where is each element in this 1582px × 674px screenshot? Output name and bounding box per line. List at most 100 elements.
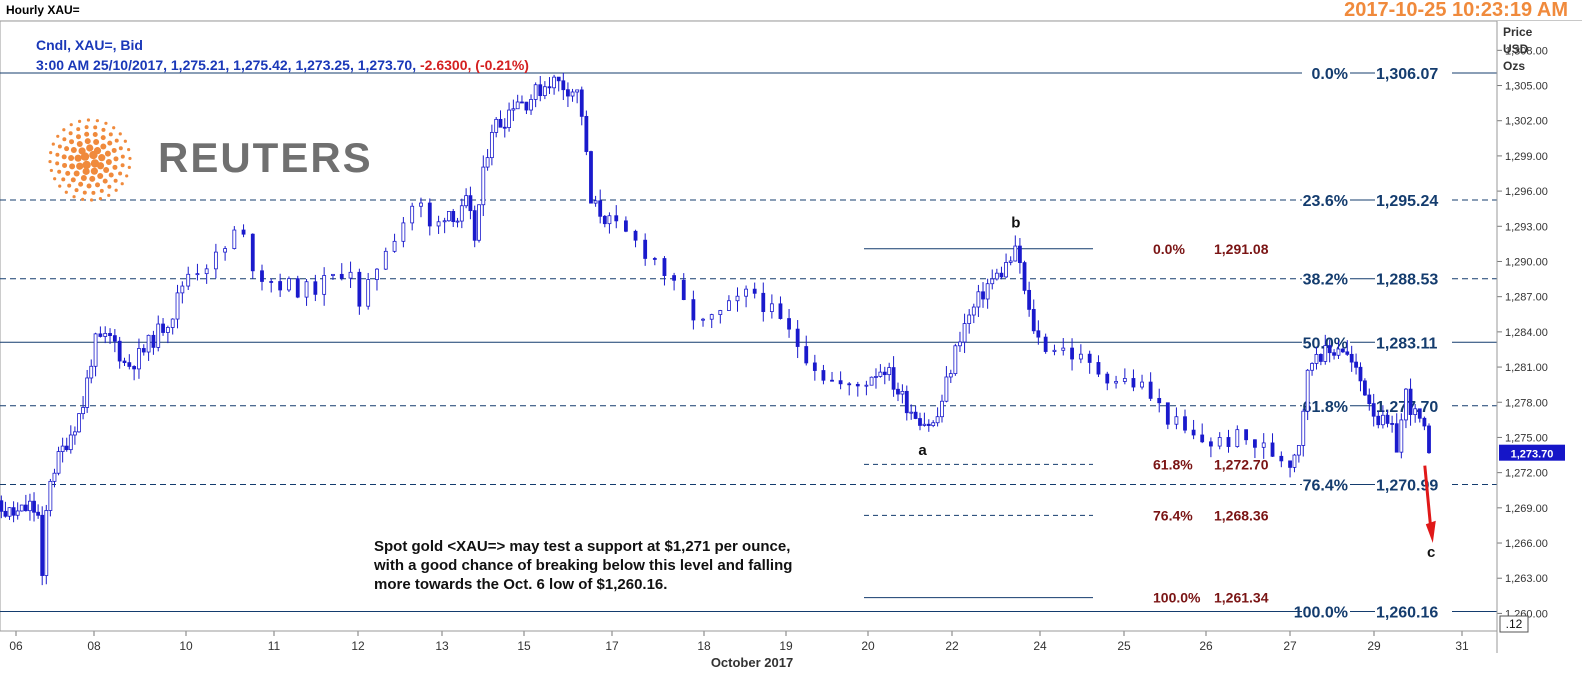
- x-tick-label: 25: [1117, 639, 1131, 653]
- candle: [1209, 441, 1213, 447]
- candle: [953, 345, 958, 375]
- logo-dot: [86, 118, 91, 122]
- fib-secondary-price: 1,291.08: [1214, 241, 1269, 257]
- candle: [681, 279, 686, 301]
- candle: [1413, 408, 1418, 415]
- candle: [1031, 308, 1036, 332]
- candle: [477, 204, 481, 241]
- candle: [971, 306, 976, 316]
- candle: [48, 480, 53, 511]
- candle: [718, 310, 723, 315]
- candle: [141, 348, 146, 353]
- candle: [366, 279, 371, 307]
- candle: [260, 270, 264, 282]
- timestamp: 2017-10-25 10:23:19 AM: [1344, 0, 1568, 21]
- y-tick-label: 1,302.00: [1505, 116, 1548, 128]
- candle: [1013, 245, 1018, 262]
- candle: [1226, 437, 1231, 447]
- candle: [98, 333, 103, 337]
- candle: [269, 281, 274, 283]
- candle: [1261, 442, 1266, 448]
- candle: [855, 383, 860, 387]
- candle: [1292, 454, 1297, 468]
- candle: [727, 300, 731, 311]
- candle: [132, 366, 137, 370]
- logo-dot: [77, 119, 82, 123]
- candle: [778, 303, 783, 319]
- candle: [304, 281, 309, 298]
- candle: [295, 278, 300, 298]
- candle: [1105, 373, 1110, 384]
- logo-dot: [96, 162, 105, 170]
- annotation-line: with a good chance of breaking below thi…: [374, 557, 793, 574]
- wave-label: b: [1011, 215, 1020, 232]
- logo-dot: [68, 155, 75, 162]
- wave-labels: a b c: [918, 215, 1436, 561]
- candle: [579, 89, 584, 117]
- candle: [891, 367, 896, 390]
- candle: [752, 288, 757, 294]
- axis-title-line: Ozs: [1503, 59, 1526, 73]
- candle: [103, 333, 108, 337]
- logo-dot: [64, 190, 68, 194]
- candle: [918, 418, 922, 426]
- fib-main-level: 23.6%: [1303, 193, 1348, 210]
- logo-dot: [97, 173, 104, 180]
- candle: [1327, 345, 1332, 354]
- y-tick-label: 1,284.00: [1505, 327, 1548, 339]
- candle: [112, 335, 117, 342]
- candle: [1052, 349, 1057, 352]
- logo-dot: [62, 162, 68, 168]
- candle: [1270, 442, 1275, 457]
- candle: [887, 367, 892, 376]
- candle: [72, 431, 77, 436]
- fib-secondary-level: 0.0%: [1153, 241, 1185, 257]
- logo-dot: [72, 195, 76, 199]
- logo-dot: [98, 197, 103, 201]
- candle: [36, 511, 41, 516]
- logo-dot: [90, 167, 98, 175]
- logo-dot: [118, 132, 122, 136]
- logo-dot: [102, 178, 108, 184]
- candle: [981, 291, 985, 300]
- x-tick-label: 24: [1033, 639, 1047, 653]
- annotation-line: more towards the Oct. 6 low of $1,260.16…: [374, 576, 668, 593]
- x-tick-label: 08: [87, 639, 101, 653]
- candle: [935, 416, 940, 424]
- candle: [85, 377, 90, 408]
- candle: [64, 445, 69, 451]
- window-title: Hourly XAU=: [6, 3, 80, 17]
- candle: [81, 407, 85, 415]
- fib-main-level: 76.4%: [1303, 477, 1348, 494]
- candle: [339, 273, 344, 279]
- candle: [1390, 423, 1395, 425]
- fib-main-level: 0.0%: [1312, 66, 1348, 83]
- logo-dot: [48, 159, 52, 164]
- candlesticks: [0, 72, 1431, 586]
- candle: [357, 271, 362, 307]
- logo-dot: [114, 188, 118, 192]
- candle: [77, 413, 81, 433]
- fib-main-price: 1,270.99: [1376, 477, 1438, 494]
- candle: [552, 76, 556, 89]
- x-tick-label: 31: [1455, 639, 1469, 653]
- candle: [566, 89, 570, 97]
- corner-label: .12: [1506, 617, 1523, 631]
- logo-dot: [61, 177, 66, 182]
- candle: [652, 258, 657, 260]
- candle: [812, 362, 817, 371]
- candle: [1022, 262, 1027, 291]
- candle: [999, 272, 1004, 278]
- candle: [1376, 415, 1381, 426]
- x-tick-label: 29: [1367, 639, 1381, 653]
- candle: [156, 323, 161, 348]
- logo-dot: [112, 126, 116, 130]
- candle: [494, 118, 499, 133]
- x-tick-label: 10: [179, 639, 193, 653]
- candle: [250, 233, 255, 272]
- candle: [1314, 353, 1319, 364]
- fib-secondary-price: 1,261.34: [1214, 590, 1269, 606]
- logo-dot: [95, 119, 99, 123]
